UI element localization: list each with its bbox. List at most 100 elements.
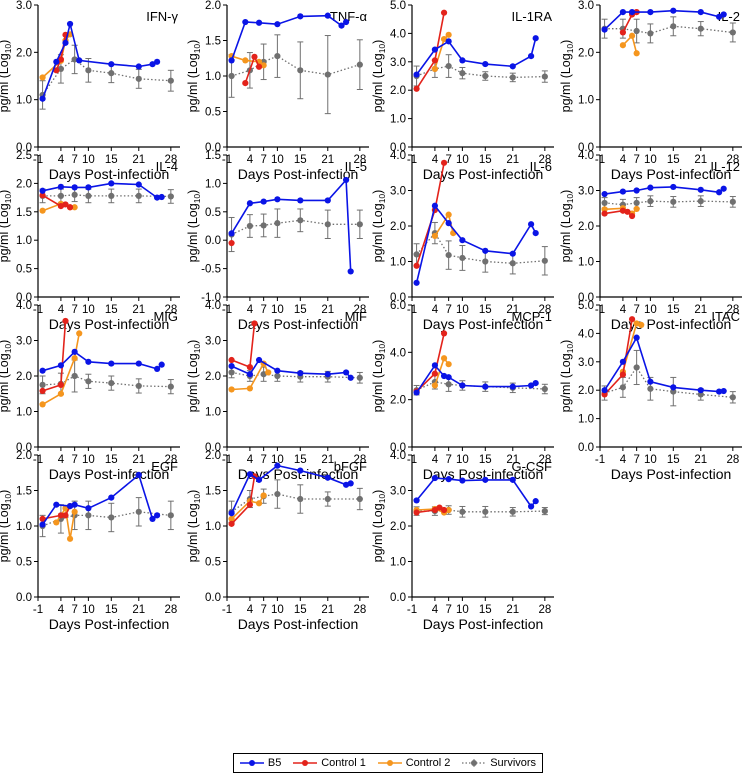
data-point bbox=[149, 61, 156, 68]
series-b5 bbox=[228, 12, 350, 64]
y-tick-label: 2.0 bbox=[390, 521, 406, 533]
data-point bbox=[532, 230, 539, 237]
x-tick-label: 10 bbox=[82, 604, 95, 616]
data-point bbox=[413, 71, 420, 78]
data-point bbox=[71, 191, 78, 198]
data-point bbox=[66, 20, 74, 28]
y-tick-label: 0.0 bbox=[205, 235, 221, 247]
legend-item-survivors: Survivors bbox=[462, 757, 536, 769]
series-control-1 bbox=[413, 504, 448, 516]
data-point bbox=[149, 515, 156, 523]
data-point bbox=[324, 371, 331, 378]
data-point bbox=[85, 67, 92, 74]
x-tick-label: 15 bbox=[667, 454, 680, 466]
data-point bbox=[274, 21, 281, 28]
data-point bbox=[71, 348, 78, 355]
y-tick-label: 1.0 bbox=[578, 257, 594, 269]
data-point bbox=[527, 221, 535, 228]
data-point bbox=[356, 221, 363, 228]
series-b5 bbox=[228, 356, 354, 381]
y-tick-label: 0.0 bbox=[578, 442, 594, 454]
data-point bbox=[108, 494, 115, 501]
data-point bbox=[509, 383, 516, 390]
data-point bbox=[619, 29, 627, 36]
data-point bbox=[440, 159, 448, 166]
data-point bbox=[246, 222, 254, 230]
data-point bbox=[228, 515, 235, 523]
data-point bbox=[108, 192, 115, 199]
data-point bbox=[413, 262, 420, 269]
data-point bbox=[342, 369, 350, 376]
y-tick-label: 1.5 bbox=[205, 36, 221, 48]
data-point bbox=[242, 80, 249, 87]
y-tick-label: 0.0 bbox=[205, 592, 221, 604]
data-point bbox=[297, 197, 304, 204]
legend-swatch-control-2 bbox=[377, 760, 402, 766]
x-tick-label: 7 bbox=[260, 304, 266, 316]
y-tick-label: 1.5 bbox=[16, 207, 32, 219]
x-tick-label: 15 bbox=[667, 304, 680, 316]
data-point bbox=[324, 495, 331, 503]
series-b5 bbox=[413, 35, 539, 78]
data-point bbox=[228, 57, 235, 64]
data-point bbox=[431, 57, 439, 64]
data-point bbox=[697, 25, 704, 32]
x-tick-label: 21 bbox=[506, 454, 519, 466]
data-point bbox=[440, 355, 448, 362]
data-point bbox=[482, 258, 489, 265]
data-point bbox=[431, 232, 439, 240]
data-point bbox=[431, 474, 439, 482]
x-axis-label: Days Post-infection bbox=[49, 166, 170, 182]
x-tick-label: 7 bbox=[445, 304, 451, 316]
data-point bbox=[459, 237, 466, 244]
x-tick-label: 4 bbox=[58, 604, 65, 616]
data-point bbox=[638, 321, 645, 328]
x-tick-label: 28 bbox=[353, 604, 366, 616]
data-point bbox=[440, 330, 448, 337]
data-point bbox=[445, 476, 452, 483]
y-tick-label: 1.0 bbox=[205, 407, 221, 419]
x-tick-label: 28 bbox=[164, 154, 177, 166]
data-point bbox=[158, 361, 165, 368]
y-tick-label: 4.0 bbox=[205, 300, 221, 312]
y-tick-label: 2.0 bbox=[16, 371, 32, 383]
data-point bbox=[297, 495, 304, 503]
x-tick-label: 4 bbox=[620, 304, 627, 316]
x-tick-label: 15 bbox=[105, 604, 118, 616]
x-tick-label: 10 bbox=[456, 454, 469, 466]
data-point bbox=[619, 384, 627, 391]
series-b5 bbox=[601, 334, 727, 395]
series-control-1 bbox=[228, 320, 258, 371]
x-tick-label: 15 bbox=[294, 304, 307, 316]
data-point bbox=[153, 512, 161, 519]
data-point bbox=[260, 492, 267, 499]
data-point bbox=[246, 371, 254, 378]
data-point bbox=[601, 206, 608, 213]
x-tick-label: 28 bbox=[164, 604, 177, 616]
data-point bbox=[509, 260, 516, 267]
panel-title: TNF-α bbox=[330, 9, 368, 24]
x-tick-label: 21 bbox=[132, 604, 145, 616]
data-point bbox=[255, 500, 263, 507]
data-point bbox=[347, 268, 354, 275]
series-b5 bbox=[39, 471, 161, 528]
data-point bbox=[39, 387, 46, 395]
panel-title: G-CSF bbox=[512, 459, 553, 474]
x-tick-label: 10 bbox=[271, 304, 284, 316]
x-tick-label: 28 bbox=[164, 304, 177, 316]
data-point bbox=[356, 61, 363, 68]
data-point bbox=[85, 378, 92, 385]
data-point bbox=[431, 65, 439, 72]
data-point bbox=[445, 506, 452, 514]
data-point bbox=[601, 199, 608, 207]
y-tick-label: 4.0 bbox=[16, 300, 32, 312]
x-tick-label: 4 bbox=[247, 154, 254, 166]
x-tick-label: 21 bbox=[506, 604, 519, 616]
data-point bbox=[324, 71, 331, 78]
x-tick-label: 28 bbox=[353, 454, 366, 466]
x-tick-label: 4 bbox=[620, 454, 627, 466]
series-b5 bbox=[39, 20, 161, 102]
data-point bbox=[167, 193, 174, 200]
data-point bbox=[57, 183, 65, 190]
